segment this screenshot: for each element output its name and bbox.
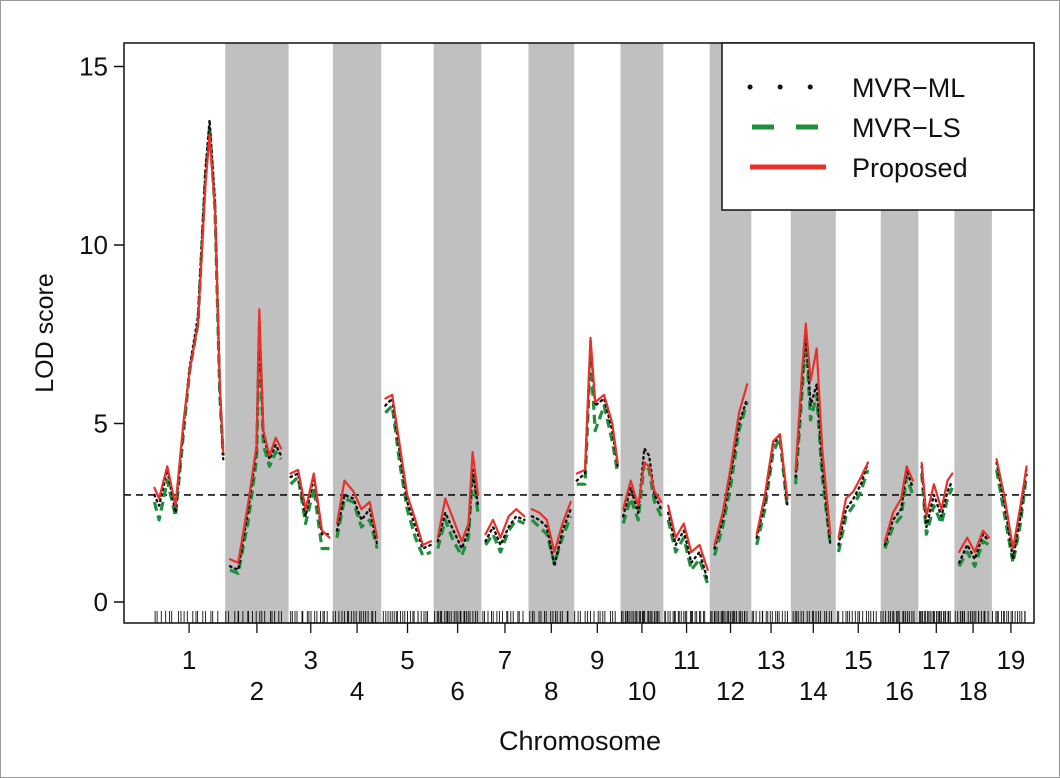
x-tick-label: 8 bbox=[544, 676, 558, 706]
series-ml-chr5 bbox=[385, 399, 431, 549]
x-tick-label: 7 bbox=[498, 645, 512, 675]
series-ls-chr5 bbox=[385, 406, 431, 556]
legend-entry-proposed: Proposed bbox=[852, 153, 968, 183]
x-tick-label: 4 bbox=[350, 676, 364, 706]
series-proposed-chr7 bbox=[486, 509, 525, 538]
y-axis: 0 5 10 15 bbox=[79, 52, 124, 618]
series-proposed-chr9 bbox=[577, 338, 618, 474]
series-ml-chr9 bbox=[577, 341, 618, 480]
x-tick-label: 18 bbox=[959, 676, 988, 706]
chrom-band-6 bbox=[434, 43, 482, 623]
x-tick-label: 1 bbox=[182, 645, 196, 675]
x-tick-label: 14 bbox=[799, 676, 828, 706]
x-axis-label: Chromosome bbox=[499, 726, 661, 756]
series-ml-chr11 bbox=[668, 513, 708, 581]
y-tick-label: 5 bbox=[94, 409, 108, 439]
x-tick-label: 12 bbox=[716, 676, 745, 706]
x-tick-label: 13 bbox=[757, 645, 786, 675]
x-tick-label: 16 bbox=[885, 676, 914, 706]
x-tick-label: 19 bbox=[996, 645, 1025, 675]
legend-entry-ml: MVR−ML bbox=[852, 73, 965, 103]
chrom-band-10 bbox=[621, 43, 664, 623]
x-tick-label: 11 bbox=[673, 645, 700, 675]
x-tick-label: 6 bbox=[450, 676, 464, 706]
legend-entry-ls: MVR−LS bbox=[852, 113, 961, 143]
x-tick-label: 15 bbox=[844, 645, 873, 675]
x-tick-label: 5 bbox=[400, 645, 414, 675]
y-tick-label: 0 bbox=[94, 587, 108, 617]
x-tick-label: 9 bbox=[590, 645, 604, 675]
legend: MVR−ML MVR−LS Proposed bbox=[722, 43, 1034, 210]
chrom-band-2 bbox=[225, 43, 288, 623]
y-tick-label: 10 bbox=[79, 230, 108, 260]
x-tick-label: 3 bbox=[304, 645, 318, 675]
x-tick-label: 17 bbox=[922, 645, 951, 675]
y-tick-label: 15 bbox=[79, 52, 108, 82]
y-axis-label: LOD score bbox=[31, 273, 59, 392]
x-tick-label: 2 bbox=[250, 676, 264, 706]
x-tick-label: 10 bbox=[627, 676, 656, 706]
series-proposed-chr1 bbox=[154, 134, 223, 505]
